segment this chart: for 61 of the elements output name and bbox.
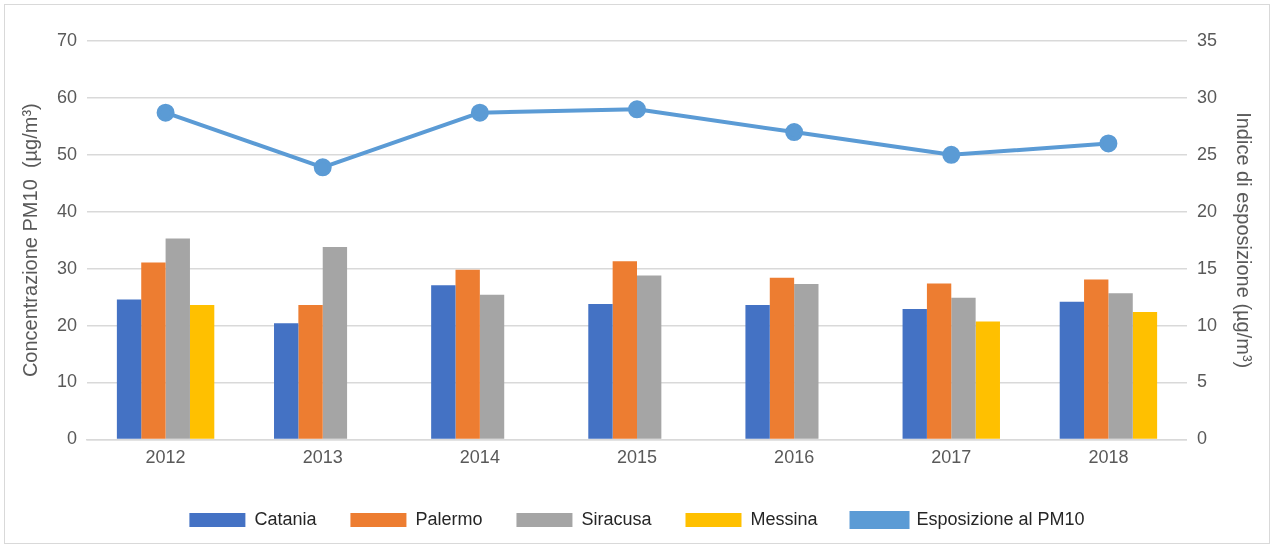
point (628, 100, 646, 119)
bar (745, 305, 770, 439)
point (313, 158, 332, 177)
bar (975, 321, 1000, 439)
x-tick-label: 2015 (616, 447, 658, 468)
bar (637, 275, 662, 439)
legend-label: Catania (254, 508, 318, 529)
point (156, 103, 175, 122)
point (470, 103, 489, 122)
bar (588, 303, 613, 439)
point (942, 145, 961, 164)
y-tick-label: 20 (56, 314, 78, 335)
point (1099, 134, 1118, 153)
bar (1084, 279, 1109, 439)
legend-label: Palermo (415, 508, 483, 529)
bar (322, 247, 348, 439)
y2-tick-label: 15 (1196, 257, 1218, 278)
bar (431, 285, 456, 439)
y2-tick-label: 30 (1196, 86, 1218, 107)
y-tick-label: 0 (67, 428, 78, 449)
legend-label: Siracusa (581, 508, 653, 529)
y-tick-label: 40 (56, 200, 78, 221)
y-tick-label: 70 (56, 29, 78, 50)
y-axis-title: Concentrazione PM10 (µg/m³) (18, 103, 41, 378)
y-tick-label: 50 (56, 143, 78, 164)
bar (298, 305, 323, 439)
legend-label: Esposizione al PM10 (916, 508, 1085, 529)
bar (1132, 311, 1158, 439)
y2-tick-label: 10 (1196, 314, 1218, 335)
bar (455, 269, 480, 439)
y-tick-label: 30 (56, 257, 78, 278)
point (785, 123, 804, 142)
y2-tick-label: 35 (1196, 29, 1218, 50)
bar (1059, 301, 1085, 439)
y2-axis-title: Indice di esposizione (µg/m³) (1233, 112, 1256, 369)
y2-tick-label: 20 (1196, 200, 1218, 221)
bar (1108, 293, 1133, 439)
bar (165, 238, 190, 439)
bar (274, 323, 299, 439)
x-tick-label: 2012 (145, 447, 186, 468)
bar (479, 294, 505, 439)
x-tick-label: 2018 (1088, 447, 1129, 468)
bar (794, 284, 819, 439)
bar (141, 262, 166, 439)
y-tick-label: 60 (56, 86, 78, 107)
bar (612, 261, 637, 439)
bar (189, 305, 215, 439)
x-tick-label: 2014 (459, 447, 500, 468)
bar (902, 309, 927, 439)
x-tick-label: 2013 (302, 447, 343, 468)
x-tick-label: 2016 (774, 447, 815, 468)
y2-tick-label: 5 (1196, 371, 1207, 392)
bar (926, 283, 952, 439)
bar (769, 277, 795, 439)
y-tick-label: 10 (56, 371, 78, 392)
bar (116, 299, 142, 439)
bar (951, 297, 976, 439)
y2-tick-label: 25 (1196, 143, 1218, 164)
y2-tick-label: 0 (1196, 428, 1207, 449)
legend-label: Messina (750, 508, 819, 529)
x-tick-label: 2017 (931, 447, 972, 468)
